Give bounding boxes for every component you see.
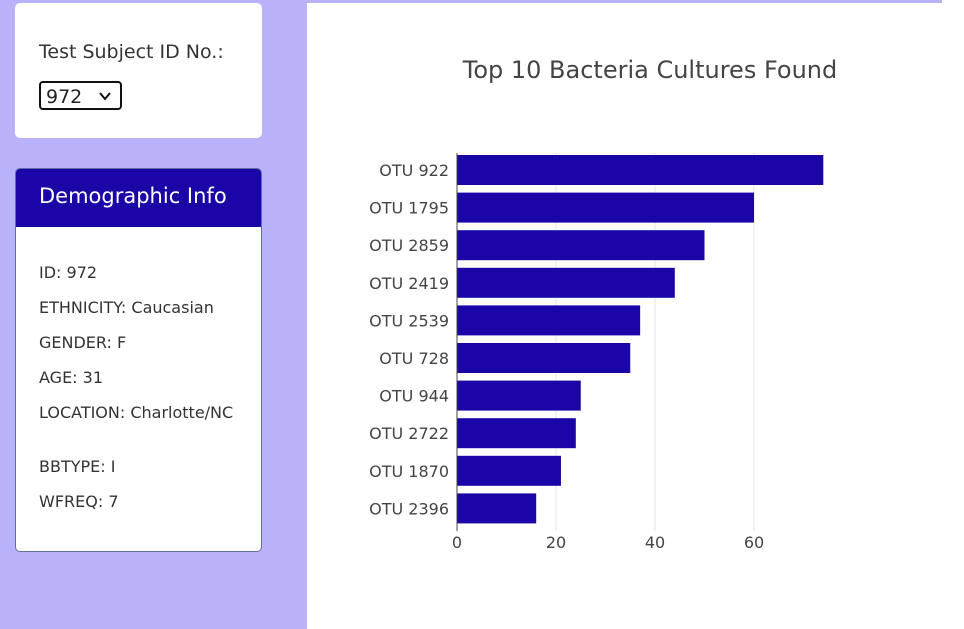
demographic-bbtype: BBTYPE: I bbox=[39, 457, 116, 476]
demographic-wfreq: WFREQ: 7 bbox=[39, 492, 119, 511]
y-tick-label: OTU 1795 bbox=[369, 199, 449, 218]
top-strip bbox=[307, 0, 942, 3]
y-tick-label: OTU 728 bbox=[379, 349, 449, 368]
bar-otu-2539[interactable] bbox=[457, 305, 641, 336]
x-tick-label: 60 bbox=[744, 533, 764, 552]
demographic-info-panel: Demographic Info ID: 972 ETHNICITY: Cauc… bbox=[15, 168, 262, 552]
subject-id-selected-value: 972 bbox=[46, 86, 83, 108]
demographic-id: ID: 972 bbox=[39, 263, 98, 282]
bar-otu-922[interactable] bbox=[457, 155, 824, 185]
x-tick-label: 40 bbox=[645, 533, 665, 552]
subject-selector-card: Test Subject ID No.: 972 bbox=[15, 3, 262, 138]
y-tick-label: OTU 2419 bbox=[369, 274, 449, 293]
y-tick-label: OTU 2396 bbox=[369, 499, 449, 518]
x-tick-label: 20 bbox=[546, 533, 566, 552]
subject-selector-label: Test Subject ID No.: bbox=[39, 41, 224, 63]
bar-otu-2419[interactable] bbox=[457, 267, 675, 298]
bar-otu-1795[interactable] bbox=[457, 192, 754, 223]
bar-otu-1870[interactable] bbox=[457, 455, 561, 486]
bar-otu-944[interactable] bbox=[457, 380, 581, 411]
subject-id-select[interactable]: 972 bbox=[39, 81, 122, 110]
y-tick-labels: OTU 922 OTU 1795 OTU 2859 OTU 2419 OTU 2539 O… bbox=[369, 161, 449, 518]
bar-otu-728[interactable] bbox=[457, 343, 631, 373]
y-tick-label: OTU 1870 bbox=[369, 462, 449, 481]
y-tick-label: OTU 2722 bbox=[369, 424, 449, 443]
x-tick-label: 0 bbox=[452, 533, 462, 552]
y-tick-label: OTU 2539 bbox=[369, 311, 449, 330]
demographic-age: AGE: 31 bbox=[39, 368, 104, 387]
x-tick-labels: 0 20 40 60 bbox=[452, 533, 764, 552]
demographic-info-title: Demographic Info bbox=[39, 184, 227, 208]
bar-otu-2396[interactable] bbox=[457, 493, 537, 524]
demographic-location: LOCATION: Charlotte/NC bbox=[39, 403, 234, 422]
bars bbox=[457, 155, 824, 524]
y-tick-label: OTU 2859 bbox=[369, 236, 449, 255]
bar-otu-2722[interactable] bbox=[457, 418, 576, 449]
chart-title: Top 10 Bacteria Cultures Found bbox=[462, 56, 838, 84]
bar-otu-2859[interactable] bbox=[457, 230, 705, 261]
demographic-info-header: Demographic Info bbox=[16, 169, 261, 227]
demographic-ethnicity: ETHNICITY: Caucasian bbox=[39, 298, 214, 317]
bar-chart-container: Top 10 Bacteria Cultures Found OTU 922 OT… bbox=[307, 3, 942, 629]
y-tick-label: OTU 944 bbox=[379, 387, 449, 406]
y-tick-label: OTU 922 bbox=[379, 161, 449, 180]
demographic-gender: GENDER: F bbox=[39, 333, 127, 352]
bar-chart: Top 10 Bacteria Cultures Found OTU 922OT… bbox=[369, 56, 838, 552]
chevron-down-icon bbox=[99, 92, 111, 101]
